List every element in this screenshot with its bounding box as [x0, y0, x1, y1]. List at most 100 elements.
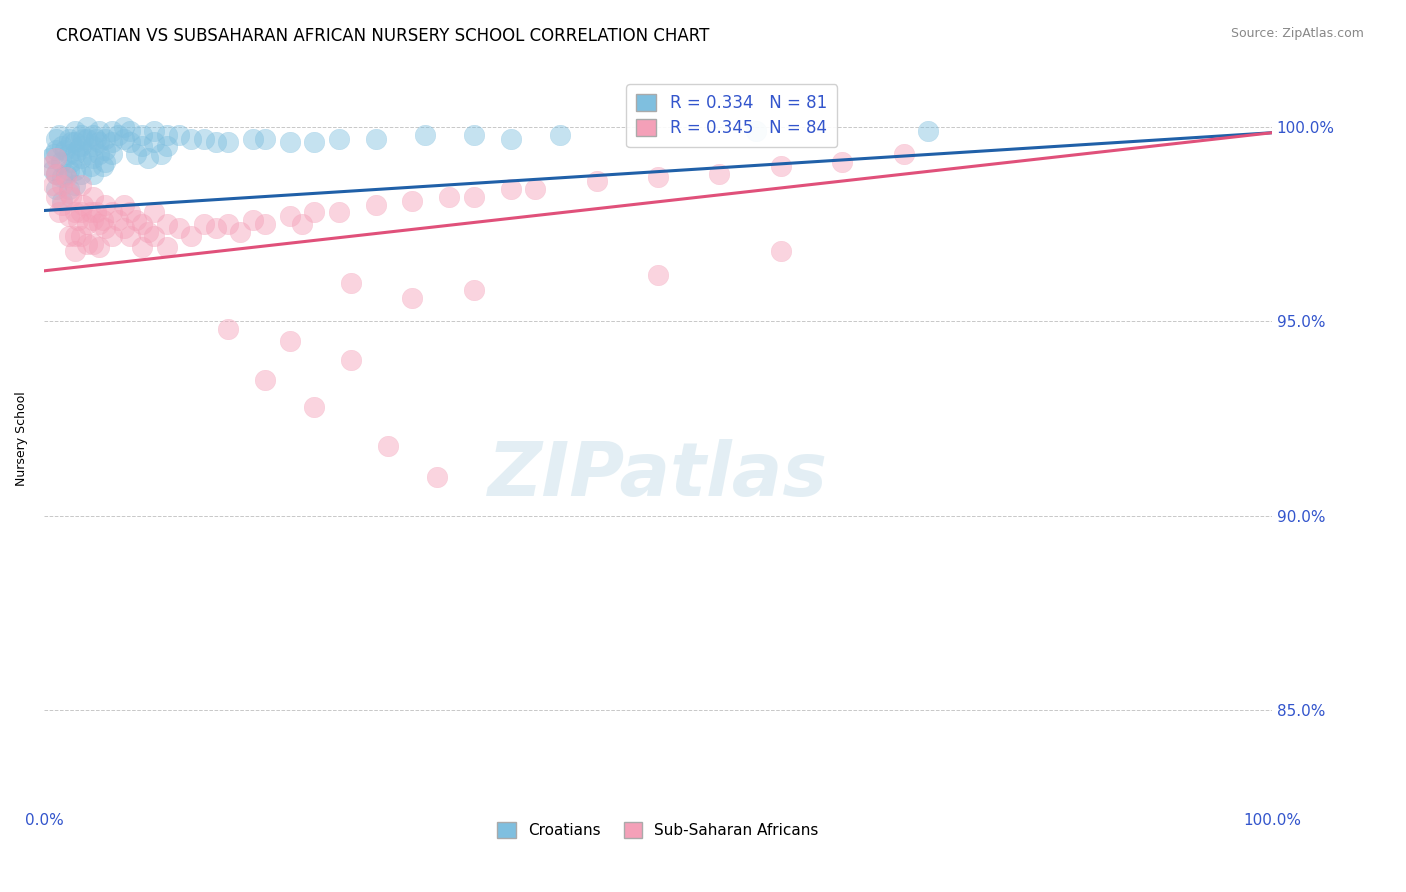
Point	[69, 167, 91, 181]
Point	[58, 228, 80, 243]
Point	[112, 197, 135, 211]
Point	[51, 170, 73, 185]
Point	[48, 205, 70, 219]
Point	[84, 131, 107, 145]
Point	[84, 205, 107, 219]
Point	[769, 244, 792, 259]
Point	[107, 213, 129, 227]
Point	[917, 124, 939, 138]
Point	[302, 136, 325, 150]
Point	[63, 124, 86, 138]
Point	[112, 221, 135, 235]
Point	[217, 136, 239, 150]
Text: ZIPatlas: ZIPatlas	[488, 439, 828, 512]
Point	[89, 136, 111, 150]
Point	[82, 213, 104, 227]
Legend: Croatians, Sub-Saharan Africans: Croatians, Sub-Saharan Africans	[491, 816, 824, 845]
Point	[893, 147, 915, 161]
Point	[217, 322, 239, 336]
Point	[143, 136, 166, 150]
Point	[302, 400, 325, 414]
Point	[302, 205, 325, 219]
Point	[58, 186, 80, 200]
Point	[401, 194, 423, 208]
Point	[112, 120, 135, 134]
Point	[647, 170, 669, 185]
Point	[364, 131, 387, 145]
Point	[426, 470, 449, 484]
Point	[76, 147, 98, 161]
Point	[89, 124, 111, 138]
Point	[94, 143, 117, 157]
Point	[89, 147, 111, 161]
Point	[413, 128, 436, 142]
Point	[82, 190, 104, 204]
Point	[253, 217, 276, 231]
Point	[131, 217, 153, 231]
Point	[125, 213, 148, 227]
Point	[205, 221, 228, 235]
Point	[745, 124, 768, 138]
Point	[59, 190, 82, 204]
Point	[42, 147, 65, 161]
Point	[72, 197, 94, 211]
Point	[63, 228, 86, 243]
Point	[205, 136, 228, 150]
Point	[167, 128, 190, 142]
Point	[769, 159, 792, 173]
Point	[55, 170, 77, 185]
Point	[89, 217, 111, 231]
Point	[100, 147, 122, 161]
Point	[156, 240, 179, 254]
Point	[94, 221, 117, 235]
Point	[58, 147, 80, 161]
Point	[58, 182, 80, 196]
Point	[463, 128, 485, 142]
Point	[59, 136, 82, 150]
Point	[51, 178, 73, 193]
Point	[63, 178, 86, 193]
Y-axis label: Nursery School: Nursery School	[15, 391, 28, 485]
Point	[59, 154, 82, 169]
Point	[69, 228, 91, 243]
Point	[89, 240, 111, 254]
Point	[41, 162, 63, 177]
Point	[79, 205, 101, 219]
Point	[193, 131, 215, 145]
Text: CROATIAN VS SUBSAHARAN AFRICAN NURSERY SCHOOL CORRELATION CHART: CROATIAN VS SUBSAHARAN AFRICAN NURSERY S…	[56, 27, 710, 45]
Point	[69, 151, 91, 165]
Point	[39, 159, 62, 173]
Point	[149, 147, 172, 161]
Point	[242, 131, 264, 145]
Point	[437, 190, 460, 204]
Point	[524, 182, 547, 196]
Point	[82, 167, 104, 181]
Point	[340, 276, 363, 290]
Point	[53, 143, 76, 157]
Point	[229, 225, 252, 239]
Point	[45, 131, 67, 145]
Point	[94, 131, 117, 145]
Point	[100, 228, 122, 243]
Point	[67, 213, 90, 227]
Point	[138, 225, 160, 239]
Point	[131, 240, 153, 254]
Point	[364, 197, 387, 211]
Point	[91, 159, 114, 173]
Point	[156, 217, 179, 231]
Point	[709, 167, 731, 181]
Point	[58, 162, 80, 177]
Point	[328, 205, 350, 219]
Point	[340, 353, 363, 368]
Point	[82, 151, 104, 165]
Point	[118, 136, 141, 150]
Point	[82, 139, 104, 153]
Point	[51, 197, 73, 211]
Point	[82, 128, 104, 142]
Point	[463, 190, 485, 204]
Point	[63, 244, 86, 259]
Point	[63, 136, 86, 150]
Point	[45, 143, 67, 157]
Point	[143, 228, 166, 243]
Point	[831, 154, 853, 169]
